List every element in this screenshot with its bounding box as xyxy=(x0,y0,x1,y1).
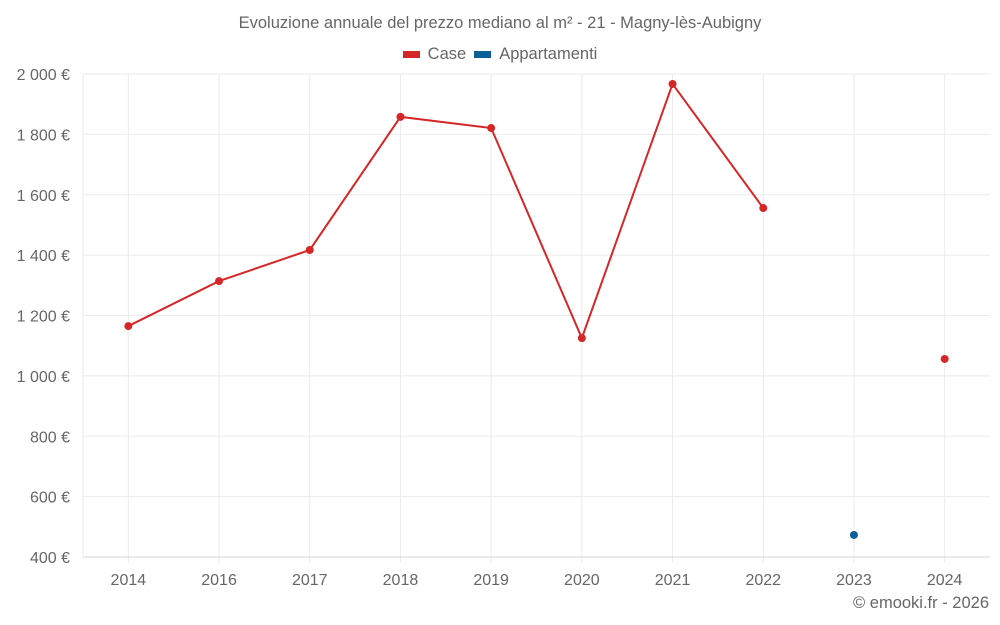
legend: Case Appartamenti xyxy=(0,45,1000,64)
data-point[interactable] xyxy=(577,334,586,343)
y-tick-label: 1 800 € xyxy=(17,127,70,144)
legend-label-case: Case xyxy=(427,45,467,63)
data-point[interactable] xyxy=(215,277,224,286)
data-point[interactable] xyxy=(305,245,314,254)
legend-label-appartamenti: Appartamenti xyxy=(499,45,598,63)
x-tick-label: 2019 xyxy=(473,572,509,589)
x-tick-label: 2014 xyxy=(111,572,147,589)
y-tick-label: 1 400 € xyxy=(17,248,70,265)
x-tick-label: 2021 xyxy=(655,572,691,589)
x-tick-label: 2017 xyxy=(292,572,328,589)
x-axis: 2014 2016 2017 2018 2019 2020 2021 2022 2023 2024 xyxy=(83,556,990,589)
y-tick-label: 1 600 € xyxy=(17,188,70,205)
y-tick-label: 1 000 € xyxy=(17,369,70,386)
series-line xyxy=(127,81,765,341)
legend-swatch-appartamenti xyxy=(474,51,492,58)
legend-item-case[interactable]: Case xyxy=(402,45,467,64)
legend-swatch-case xyxy=(402,51,420,58)
chart-title: Evoluzione annuale del prezzo mediano al… xyxy=(238,14,762,32)
y-tick-label: 2 000 € xyxy=(17,67,70,84)
legend-item-appartamenti[interactable]: Appartamenti xyxy=(474,45,597,64)
x-tick-label: 2023 xyxy=(836,572,872,589)
x-tick-label: 2020 xyxy=(564,572,600,589)
data-point[interactable] xyxy=(668,79,677,88)
y-tick-label: 800 € xyxy=(30,429,70,446)
x-tick-label: 2018 xyxy=(383,572,419,589)
data-point[interactable] xyxy=(849,530,858,539)
copyright-footer: © emooki.fr - 2026 xyxy=(853,594,989,612)
series-layer xyxy=(124,79,949,539)
y-axis: 400 € 600 € 800 € 1 000 € 1 200 € 1 400 € 1 60… xyxy=(17,67,70,567)
series-case xyxy=(124,79,949,363)
y-tick-label: 400 € xyxy=(30,550,70,567)
y-tick-label: 1 200 € xyxy=(17,309,70,326)
data-point[interactable] xyxy=(940,354,949,363)
x-tick-label: 2016 xyxy=(201,572,237,589)
y-tick-label: 600 € xyxy=(30,490,70,507)
data-point[interactable] xyxy=(396,112,405,121)
data-point[interactable] xyxy=(124,322,133,331)
x-tick-label: 2024 xyxy=(927,572,963,589)
data-point[interactable] xyxy=(487,124,496,133)
grid-lines xyxy=(82,73,990,563)
series-appartamenti xyxy=(849,530,858,539)
data-point[interactable] xyxy=(759,204,768,213)
x-tick-label: 2022 xyxy=(745,572,781,589)
